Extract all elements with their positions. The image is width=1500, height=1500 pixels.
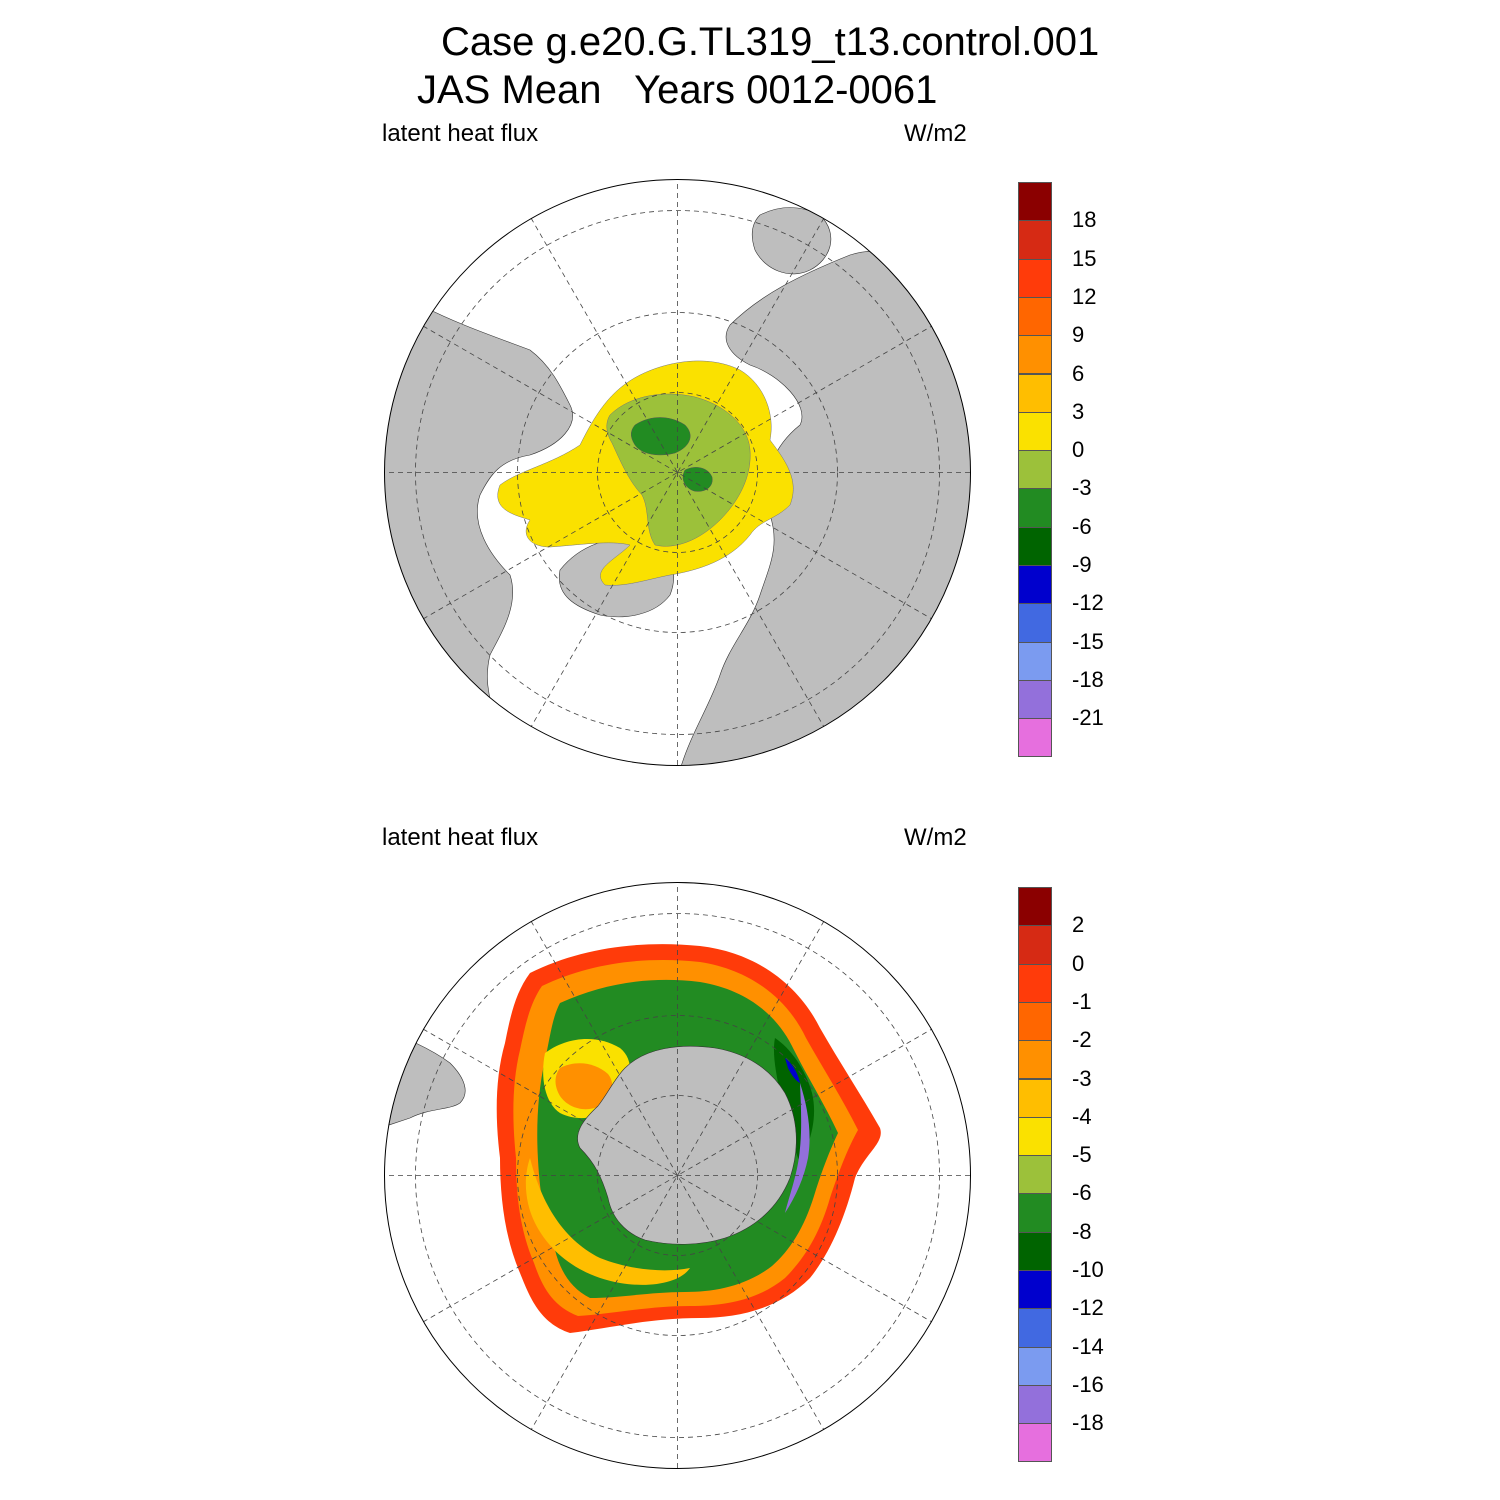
south-colorbar-swatch: [1018, 1270, 1052, 1310]
north-colorbar-tick-label: 0: [1072, 437, 1085, 463]
north-colorbar-swatch: [1018, 603, 1052, 643]
north-colorbar-swatch: [1018, 335, 1052, 375]
south-colorbar-tick-label: -16: [1072, 1371, 1104, 1397]
north-colorbar-swatch: [1018, 258, 1052, 298]
south-colorbar-swatch: [1018, 887, 1052, 927]
north-colorbar-swatch: [1018, 488, 1052, 528]
north-flux-minus6-to-minus3-b: [682, 467, 713, 492]
south-colorbar-tick-label: -12: [1072, 1295, 1104, 1321]
south-colorbar-swatch: [1018, 1193, 1052, 1233]
north-colorbar-tick-label: -18: [1072, 666, 1104, 692]
north-colorbar-swatch: [1018, 182, 1052, 222]
south-colorbar-tick-label: 2: [1072, 912, 1085, 938]
north-colorbar-swatch: [1018, 565, 1052, 605]
north-colorbar-swatch: [1018, 411, 1052, 452]
panel1-field-label: latent heat flux: [382, 120, 539, 147]
north-graticule: [384, 179, 971, 766]
north-colorbar-tick-label: -3: [1072, 475, 1092, 501]
panel1-units-label: W/m2: [904, 120, 967, 147]
north-colorbar-tick-label: 6: [1072, 360, 1085, 386]
panel2-units-label: W/m2: [904, 824, 967, 851]
south-map-outline: [384, 882, 971, 1469]
north-colorbar-swatch: [1018, 220, 1052, 260]
north-colorbar-tick-label: -6: [1072, 513, 1092, 539]
north-colorbar-swatch: [1018, 526, 1052, 566]
south-polar-map: [384, 882, 971, 1469]
north-flux-minus6-to-minus3: [631, 417, 691, 456]
north-colorbar-tick-label: 18: [1072, 207, 1097, 233]
south-colorbar-swatch: [1018, 1040, 1052, 1080]
south-colorbar-swatch: [1018, 1231, 1052, 1271]
south-colorbar-tick-label: -1: [1072, 988, 1092, 1014]
south-colorbar-tick-label: -3: [1072, 1065, 1092, 1091]
north-colorbar-tick-label: 15: [1072, 245, 1097, 271]
north-colorbar-swatch: [1018, 296, 1052, 337]
north-polar-map: [384, 179, 971, 766]
panel2-field-label: latent heat flux: [382, 824, 539, 851]
south-colorbar-tick-label: -14: [1072, 1333, 1104, 1359]
north-land-eurasia: [679, 250, 971, 766]
south-colorbar-tick-label: -6: [1072, 1180, 1092, 1206]
south-colorbar-tick-label: 0: [1072, 950, 1085, 976]
south-flux-weddell-orange: [555, 1063, 613, 1110]
title-line-1: Case g.e20.G.TL319_t13.control.001: [441, 20, 1100, 64]
south-flux-blue-coast: [785, 1058, 800, 1083]
north-colorbar-swatch: [1018, 373, 1052, 413]
south-colorbar-swatch: [1018, 1116, 1052, 1157]
title-line-2: JAS Mean Years 0012-0061: [417, 68, 938, 112]
south-colorbar-swatch: [1018, 1384, 1052, 1425]
south-colorbar-swatch: [1018, 1346, 1052, 1386]
north-colorbar-tick-label: -12: [1072, 590, 1104, 616]
north-map-outline: [384, 179, 971, 766]
north-colorbar-swatch: [1018, 679, 1052, 720]
north-colorbar-tick-label: -9: [1072, 552, 1092, 577]
south-colorbar-swatch: [1018, 1423, 1052, 1463]
north-colorbar-tick-label: -21: [1072, 705, 1104, 731]
south-colorbar-tick-label: -4: [1072, 1103, 1092, 1129]
south-colorbar-tick-label: -18: [1072, 1410, 1104, 1436]
south-colorbar-swatch: [1018, 1155, 1052, 1195]
north-colorbar-swatch: [1018, 450, 1052, 490]
south-colorbar-tick-label: -2: [1072, 1027, 1092, 1053]
south-colorbar-tick-label: -10: [1072, 1257, 1104, 1282]
south-colorbar-tick-label: -5: [1072, 1142, 1092, 1168]
north-colorbar-tick-label: 12: [1072, 283, 1097, 309]
north-colorbar-tick-label: -15: [1072, 628, 1104, 654]
south-graticule: [384, 882, 971, 1469]
south-flux-ross-yellow: [525, 1158, 690, 1285]
south-flux-purple-coast: [785, 1083, 810, 1213]
north-colorbar-swatch: [1018, 718, 1052, 758]
south-colorbar-swatch: [1018, 963, 1052, 1003]
south-colorbar-swatch: [1018, 1001, 1052, 1042]
north-colorbar-tick-label: 3: [1072, 398, 1085, 424]
south-colorbar-swatch: [1018, 1078, 1052, 1118]
south-colorbar-swatch: [1018, 1308, 1052, 1348]
south-colorbar-swatch: [1018, 925, 1052, 965]
north-colorbar-tick-label: 9: [1072, 322, 1085, 348]
north-land-north-asia: [751, 207, 832, 275]
north-colorbar-swatch: [1018, 641, 1052, 681]
south-colorbar-tick-label: -8: [1072, 1218, 1092, 1244]
